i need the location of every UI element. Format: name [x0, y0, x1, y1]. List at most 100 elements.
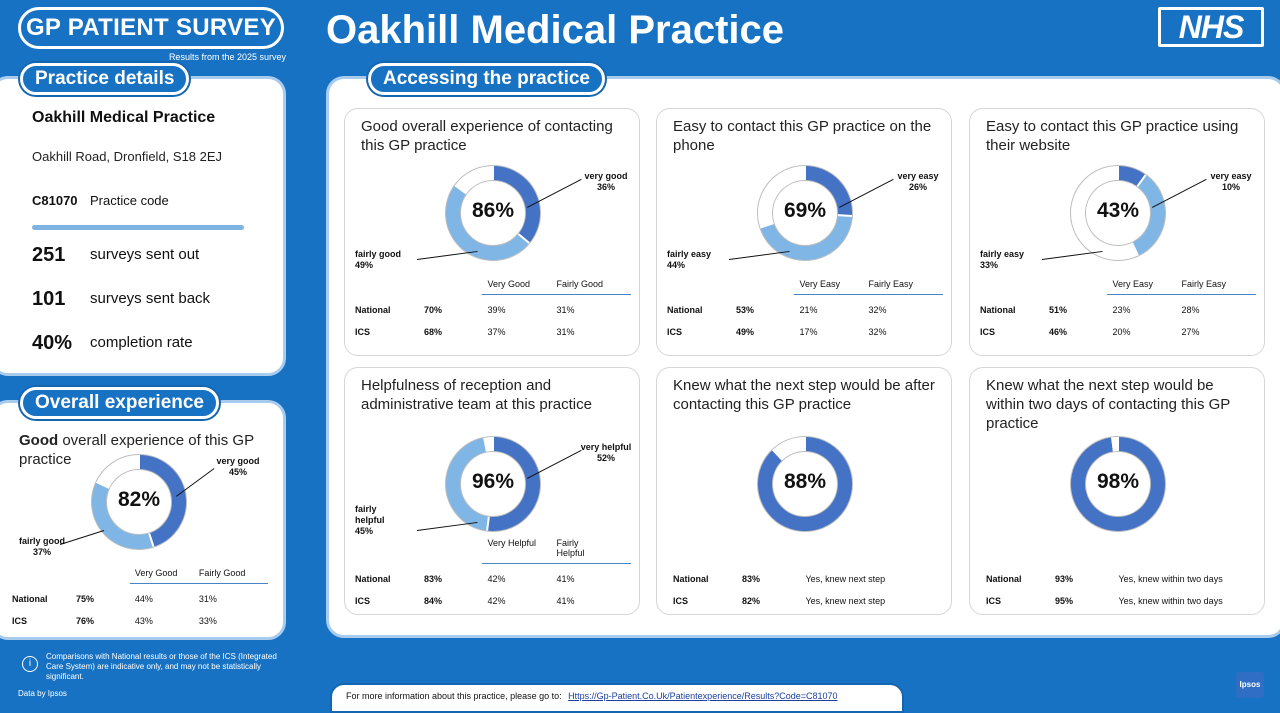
donut-total-percent: 98%: [1078, 470, 1158, 494]
column-header-1: Very Easy: [1112, 279, 1153, 289]
card-title: Easy to contact this GP practice using t…: [986, 117, 1252, 155]
practice-code-label: Practice code: [90, 193, 169, 208]
row-total: 83%: [424, 574, 442, 584]
table-header-rule: [794, 294, 943, 295]
row-total: 75%: [76, 594, 94, 604]
donut-total-percent: 69%: [765, 199, 845, 223]
row-total: 51%: [1049, 305, 1067, 315]
row-name: National: [12, 594, 48, 604]
row-value-1: 44%: [135, 594, 153, 604]
row-total: 53%: [736, 305, 754, 315]
row-value-1: Yes, knew next step: [805, 574, 885, 584]
donut-total-percent: 43%: [1078, 199, 1158, 223]
row-value-1: Yes, knew within two days: [1118, 574, 1222, 584]
card-title: Easy to contact this GP practice on the …: [673, 117, 939, 155]
row-value-1: Yes, knew next step: [805, 596, 885, 606]
row-name: National: [355, 574, 391, 584]
accessing-card-2: Easy to contact this GP practice on the …: [656, 108, 952, 356]
column-header-1: Very Good: [487, 279, 530, 289]
card-title: Good overall experience of contacting th…: [361, 117, 627, 155]
donut-total-percent: 88%: [765, 470, 845, 494]
divider-bar: [32, 225, 244, 230]
row-name: National: [355, 305, 391, 315]
gp-patient-survey-logo: GP PATIENT SURVEY: [18, 7, 284, 49]
nhs-logo: NHS: [1158, 7, 1264, 47]
row-total: 83%: [742, 574, 760, 584]
practice-name: Oakhill Medical Practice: [32, 109, 215, 127]
overall-experience-title-bold: Good: [19, 432, 58, 449]
row-value-1: Yes, knew within two days: [1118, 596, 1222, 606]
very-segment: [1118, 173, 1142, 181]
row-name: National: [673, 574, 709, 584]
row-value-2: 28%: [1181, 305, 1199, 315]
row-value-2: 31%: [556, 327, 574, 337]
row-value-2: 41%: [556, 574, 574, 584]
row-value-1: 17%: [799, 327, 817, 337]
row-value-2: 31%: [556, 305, 574, 315]
column-header-2: Fairly Easy: [1181, 279, 1226, 289]
row-value-1: 43%: [135, 616, 153, 626]
row-name: National: [986, 574, 1022, 584]
page-title: Oakhill Medical Practice: [326, 4, 784, 56]
accessing-card-3: Easy to contact this GP practice using t…: [969, 108, 1265, 356]
row-value-1: 23%: [1112, 305, 1130, 315]
row-value-2: 32%: [868, 327, 886, 337]
row-total: 70%: [424, 305, 442, 315]
surveys-sent-back-label: surveys sent back: [90, 290, 210, 307]
row-name: ICS: [667, 327, 682, 337]
card-title: Knew what the next step would be after c…: [673, 376, 939, 414]
column-header-2: Fairly Easy: [868, 279, 913, 289]
surveys-sent-out-value: 251: [32, 244, 65, 267]
row-name: ICS: [980, 327, 995, 337]
practice-details-heading: Practice details: [20, 63, 189, 95]
row-total: 84%: [424, 596, 442, 606]
row-value-2: 33%: [199, 616, 217, 626]
remaining-segment: [486, 444, 493, 445]
row-total: 46%: [1049, 327, 1067, 337]
completion-rate-value: 40%: [32, 332, 72, 355]
surveys-sent-back-value: 101: [32, 288, 65, 311]
row-total: 49%: [736, 327, 754, 337]
accessing-card-4: Helpfulness of reception and administrat…: [344, 367, 640, 615]
row-value-2: 31%: [199, 594, 217, 604]
comparison-disclaimer: Comparisons with National results or tho…: [46, 652, 286, 682]
row-total: 76%: [76, 616, 94, 626]
column-header-2: Fairly Good: [556, 279, 603, 289]
row-name: ICS: [355, 596, 370, 606]
row-name: National: [667, 305, 703, 315]
row-value-2: 32%: [868, 305, 886, 315]
info-icon: i: [22, 656, 38, 672]
accessing-card-6: Knew what the next step would be within …: [969, 367, 1265, 615]
practice-results-link[interactable]: Https://Gp-Patient.Co.Uk/Patientexperien…: [568, 691, 837, 701]
card-title: Knew what the next step would be within …: [986, 376, 1252, 433]
row-total: 68%: [424, 327, 442, 337]
row-total: 82%: [742, 596, 760, 606]
practice-address: Oakhill Road, Dronfield, S18 2EJ: [32, 149, 222, 164]
row-value-2: 27%: [1181, 327, 1199, 337]
row-name: ICS: [986, 596, 1001, 606]
accessing-card-1: Good overall experience of contacting th…: [344, 108, 640, 356]
table-header-rule: [482, 563, 631, 564]
column-header-1: Very Good: [135, 568, 178, 578]
table-header-rule: [130, 583, 268, 584]
accessing-practice-heading: Accessing the practice: [368, 63, 605, 95]
practice-code: C81070: [32, 193, 78, 208]
ipsos-logo: Ipsos: [1236, 672, 1264, 698]
row-value-1: 21%: [799, 305, 817, 315]
row-value-1: 39%: [487, 305, 505, 315]
column-header-1: Very Helpful: [487, 538, 536, 548]
